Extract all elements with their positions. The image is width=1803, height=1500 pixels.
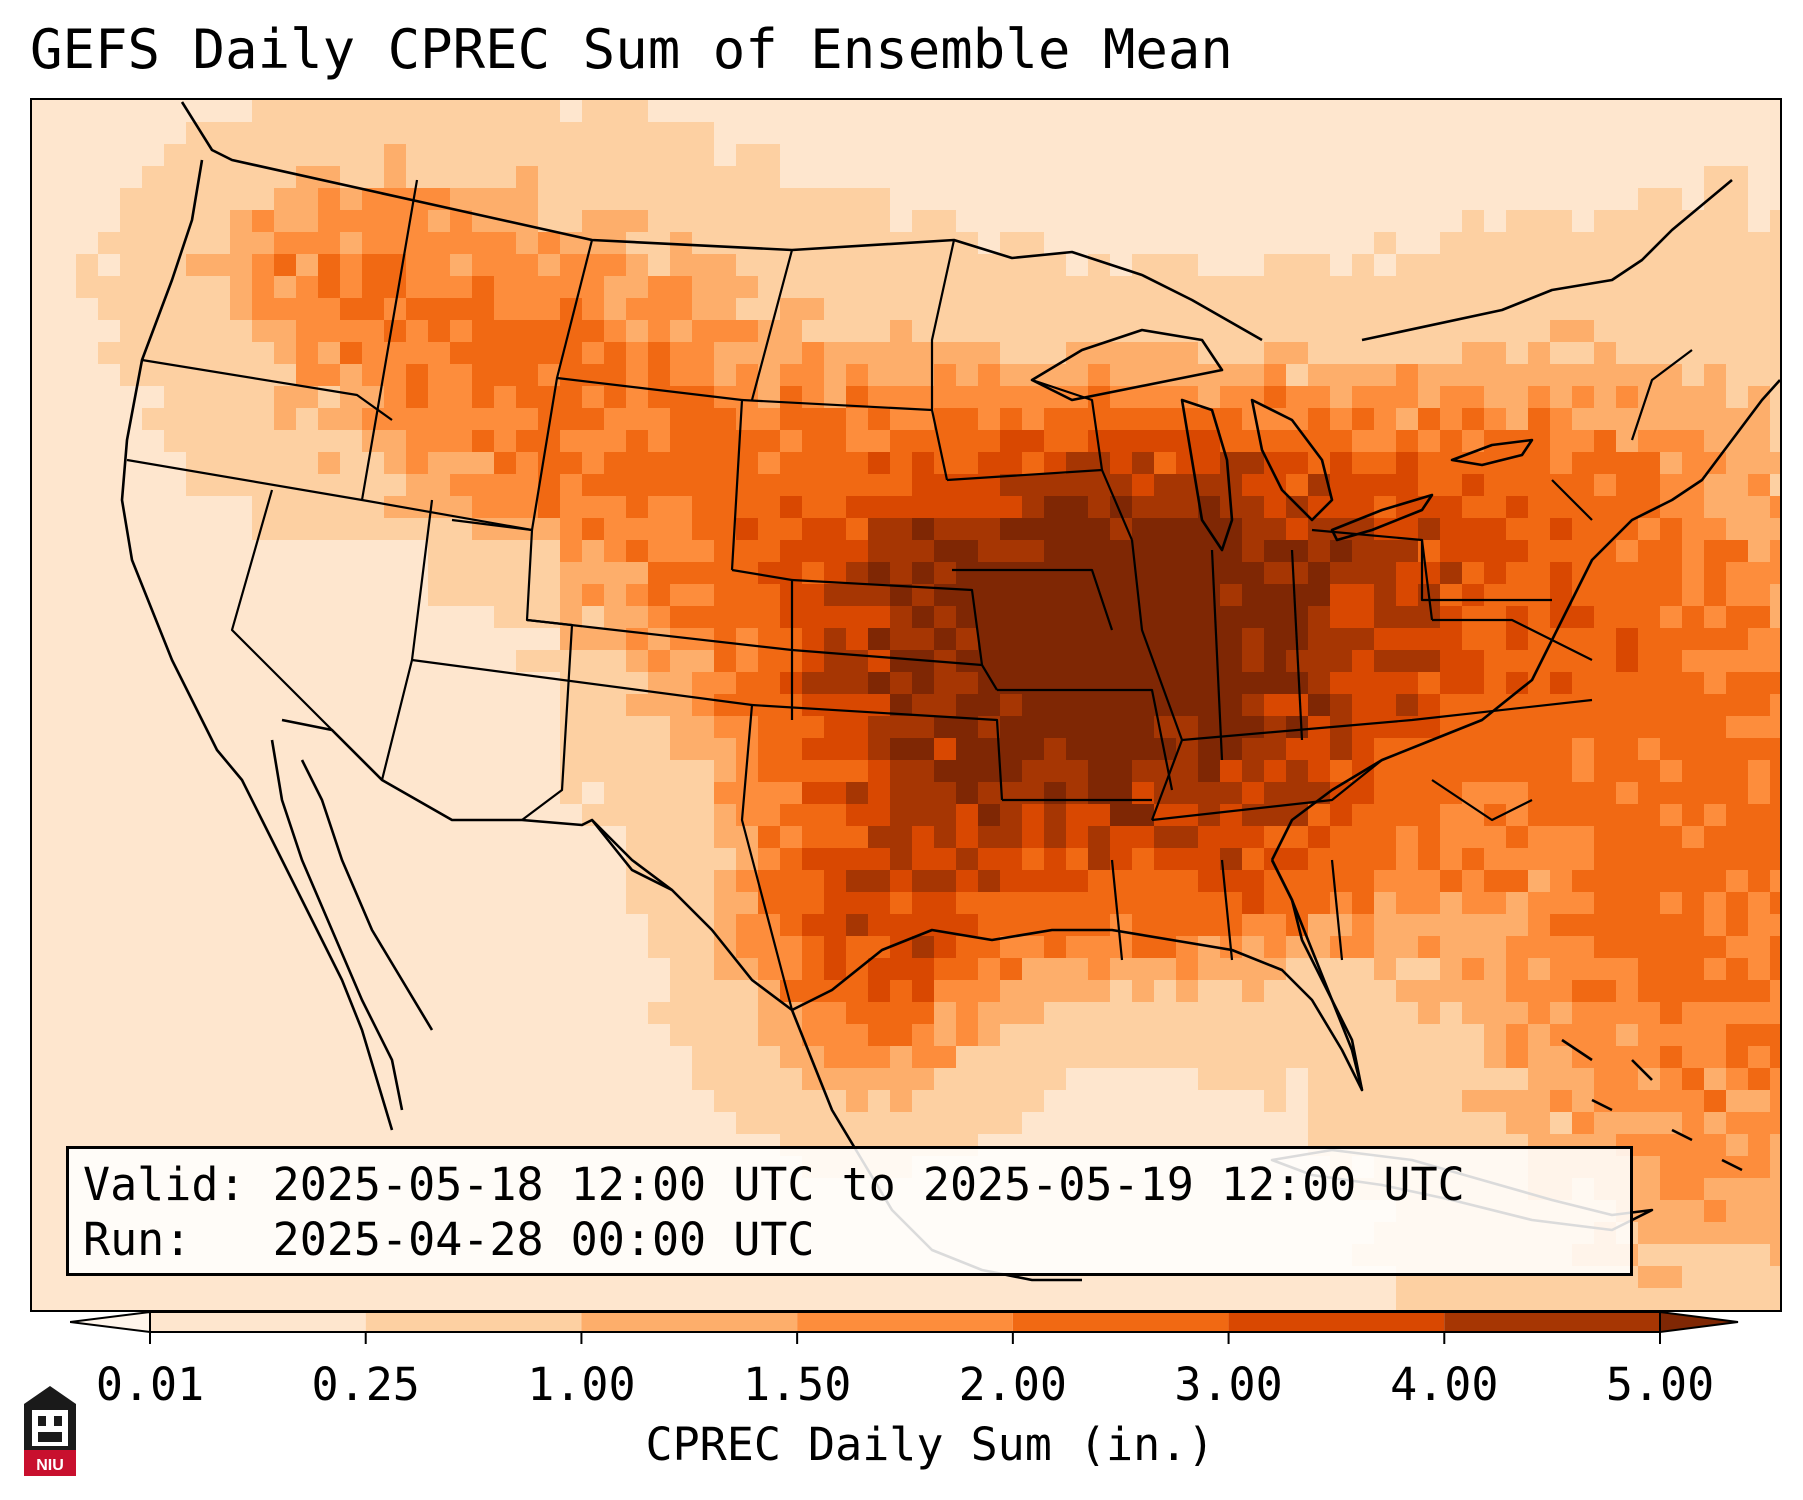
valid-run-info-box: Valid: 2025-05-18 12:00 UTC to 2025-05-1… [66, 1146, 1633, 1276]
niu-logo-text: NIU [36, 1457, 64, 1474]
florida-coastline [1270, 859, 1364, 1091]
map-canvas [32, 100, 1780, 1310]
niu-logo: NIU [24, 1386, 76, 1476]
colorbar-segment [365, 1312, 582, 1332]
colorbar-tick-label: 3.00 [1174, 1358, 1283, 1411]
colorbar-label: CPREC Daily Sum (in.) [645, 1418, 1215, 1471]
colorbar-segment [1228, 1312, 1445, 1332]
map-title: GEFS Daily CPREC Sum of Ensemble Mean [30, 18, 1233, 81]
lake-michigan [1180, 398, 1234, 552]
colorbar-segment [150, 1312, 366, 1332]
colorbar-tick-label: 5.00 [1605, 1358, 1715, 1411]
colorbar-tick-label: 1.00 [527, 1358, 636, 1411]
colorbar-tick-label: 0.25 [311, 1358, 420, 1411]
colorbar-segment [797, 1312, 1013, 1332]
colorbar-segment [1444, 1312, 1660, 1332]
lake-ontario [1450, 438, 1534, 467]
bahamas-islands [1561, 1038, 1743, 1172]
colorbar-tick-label: 4.00 [1390, 1358, 1499, 1411]
colorbar-tick-label: 1.50 [742, 1358, 852, 1411]
colorbar-over-extension [1659, 1310, 1739, 1334]
colorbar-segment [581, 1312, 798, 1332]
lake-huron [1250, 398, 1334, 522]
gulf-coastline [591, 819, 1364, 1092]
lake-superior [1030, 328, 1224, 402]
valid-time-line: Valid: 2025-05-18 12:00 UTC to 2025-05-1… [83, 1158, 1465, 1211]
run-time-line: Run: 2025-04-28 00:00 UTC [83, 1213, 815, 1266]
precipitation-map [30, 98, 1782, 1312]
east-coastline [1270, 379, 1780, 861]
colorbar-segment [1012, 1312, 1229, 1332]
lake-erie [1330, 493, 1434, 542]
state-lines [126, 179, 1693, 1011]
baja-coastline [270, 739, 434, 1111]
boundaries [120, 101, 1780, 1282]
colorbar [70, 1310, 1739, 1344]
precip-field [32, 100, 1780, 1310]
west-coastline [120, 159, 394, 1131]
colorbar-under-extension [70, 1310, 151, 1334]
canada-us-border-east [1361, 179, 1733, 342]
colorbar-tick-label: 2.00 [958, 1358, 1068, 1411]
colorbar-tick-label: 0.01 [95, 1358, 205, 1411]
canada-us-border [180, 101, 1263, 342]
